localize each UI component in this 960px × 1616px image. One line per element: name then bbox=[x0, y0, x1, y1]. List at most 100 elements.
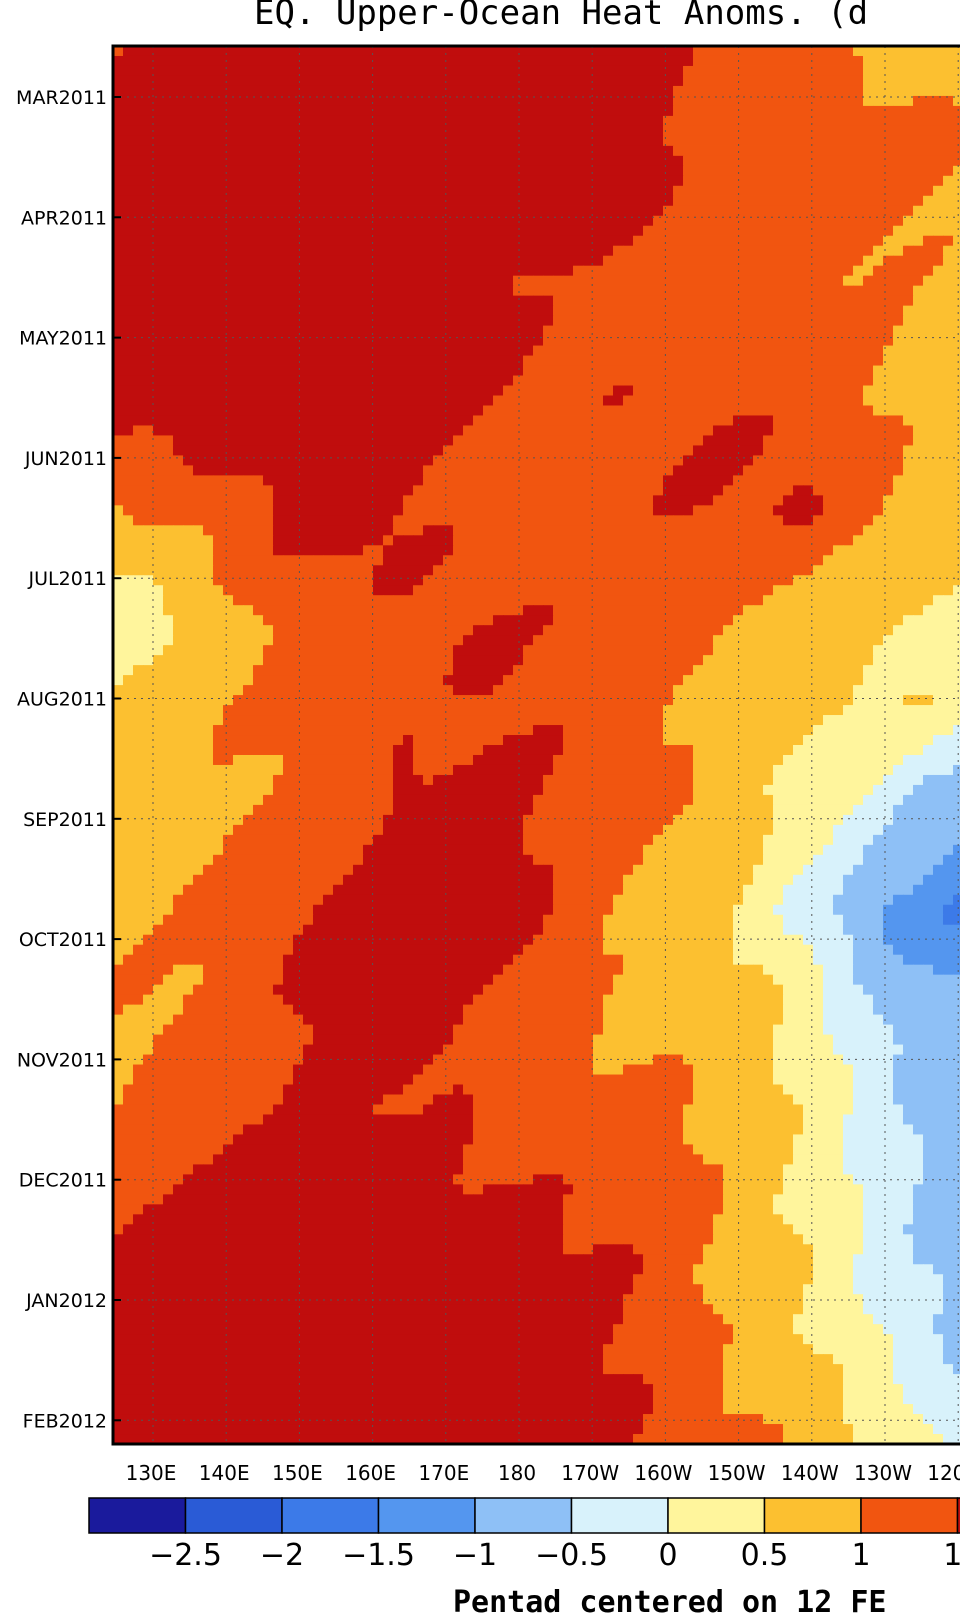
heatmap-cell bbox=[383, 435, 394, 447]
heatmap-cell bbox=[173, 315, 184, 327]
heatmap-cell bbox=[473, 295, 484, 307]
heatmap-cell bbox=[733, 225, 744, 237]
heatmap-cell bbox=[163, 75, 174, 87]
heatmap-cell bbox=[433, 85, 444, 97]
heatmap-cell bbox=[913, 235, 924, 247]
heatmap-cell bbox=[913, 575, 924, 586]
heatmap-cell bbox=[253, 575, 264, 586]
heatmap-cell bbox=[603, 225, 614, 237]
heatmap-cell bbox=[213, 185, 224, 197]
heatmap-cell bbox=[613, 175, 624, 187]
heatmap-cell bbox=[623, 615, 634, 626]
heatmap-cell bbox=[873, 525, 884, 536]
heatmap-cell bbox=[163, 155, 174, 167]
heatmap-cell bbox=[893, 135, 904, 147]
heatmap-cell bbox=[593, 255, 604, 267]
heatmap-cell bbox=[123, 165, 134, 177]
heatmap-cell bbox=[763, 535, 774, 546]
heatmap-cell bbox=[553, 125, 564, 137]
heatmap-cell bbox=[553, 415, 564, 427]
heatmap-cell bbox=[353, 65, 364, 77]
heatmap-cell bbox=[563, 365, 574, 377]
heatmap-cell bbox=[533, 165, 544, 177]
heatmap-cell bbox=[783, 245, 794, 257]
heatmap-cell bbox=[273, 145, 284, 157]
heatmap-cell bbox=[793, 305, 804, 317]
heatmap-cell bbox=[253, 595, 264, 606]
heatmap-cell bbox=[533, 455, 544, 466]
heatmap-cell bbox=[613, 535, 624, 546]
heatmap-cell bbox=[593, 465, 604, 476]
heatmap-cell bbox=[353, 565, 364, 576]
heatmap-cell bbox=[833, 255, 844, 267]
heatmap-cell bbox=[363, 425, 374, 437]
heatmap-cell bbox=[563, 405, 574, 417]
heatmap-cell bbox=[433, 575, 444, 586]
heatmap-cell bbox=[223, 385, 234, 397]
heatmap-cell bbox=[313, 515, 324, 526]
heatmap-cell bbox=[373, 135, 384, 147]
heatmap-cell bbox=[323, 275, 334, 287]
heatmap-cell bbox=[563, 65, 574, 77]
heatmap-cell bbox=[533, 465, 544, 476]
heatmap-cell bbox=[203, 575, 214, 586]
heatmap-cell bbox=[363, 125, 374, 137]
heatmap-cell bbox=[533, 215, 544, 227]
heatmap-cell bbox=[953, 345, 960, 357]
heatmap-cell bbox=[223, 335, 234, 347]
heatmap-cell bbox=[173, 575, 184, 586]
heatmap-cell bbox=[193, 235, 204, 247]
heatmap-cell bbox=[603, 195, 614, 207]
heatmap-cell bbox=[163, 415, 174, 427]
heatmap-cell bbox=[123, 255, 134, 267]
heatmap-cell bbox=[793, 395, 804, 407]
heatmap-cell bbox=[943, 285, 954, 297]
heatmap-cell bbox=[153, 435, 164, 447]
heatmap-cell bbox=[913, 115, 924, 127]
heatmap-cell bbox=[503, 335, 514, 347]
heatmap-cell bbox=[343, 215, 354, 227]
heatmap-cell bbox=[453, 275, 464, 287]
heatmap-cell bbox=[233, 55, 244, 67]
heatmap-cell bbox=[333, 225, 344, 237]
heatmap-cell bbox=[233, 585, 244, 596]
heatmap-cell bbox=[193, 525, 204, 536]
heatmap-cell bbox=[593, 325, 604, 337]
heatmap-cell bbox=[493, 295, 504, 307]
heatmap-cell bbox=[163, 615, 174, 626]
heatmap-cell bbox=[393, 495, 404, 506]
heatmap-cell bbox=[893, 175, 904, 187]
heatmap-cell bbox=[273, 385, 284, 397]
heatmap-cell bbox=[333, 375, 344, 387]
heatmap-cell bbox=[403, 285, 414, 297]
heatmap-cell bbox=[173, 415, 184, 427]
heatmap-cell bbox=[663, 485, 674, 496]
heatmap-cell bbox=[843, 195, 854, 207]
heatmap-cell bbox=[303, 115, 314, 127]
heatmap-cell bbox=[803, 355, 814, 367]
heatmap-cell bbox=[653, 165, 664, 177]
heatmap-cell bbox=[143, 255, 154, 267]
heatmap-cell bbox=[283, 105, 294, 117]
heatmap-cell bbox=[213, 615, 224, 626]
heatmap-cell bbox=[473, 165, 484, 177]
heatmap-cell bbox=[163, 285, 174, 297]
heatmap-cell bbox=[183, 135, 194, 147]
heatmap-cell bbox=[603, 85, 614, 97]
heatmap-cell bbox=[323, 305, 334, 317]
heatmap-cell bbox=[753, 595, 764, 606]
heatmap-cell bbox=[443, 125, 454, 137]
heatmap-cell bbox=[173, 455, 184, 466]
heatmap-cell bbox=[513, 65, 524, 77]
heatmap-cell bbox=[893, 285, 904, 297]
heatmap-cell bbox=[813, 455, 824, 466]
heatmap-cell bbox=[303, 245, 314, 257]
heatmap-cell bbox=[673, 125, 684, 137]
heatmap-cell bbox=[363, 205, 374, 217]
heatmap-cell bbox=[233, 375, 244, 387]
heatmap-cell bbox=[263, 515, 274, 526]
heatmap-cell bbox=[943, 265, 954, 277]
heatmap-cell bbox=[303, 475, 314, 486]
heatmap-cell bbox=[843, 295, 854, 307]
heatmap-cell bbox=[123, 395, 134, 407]
